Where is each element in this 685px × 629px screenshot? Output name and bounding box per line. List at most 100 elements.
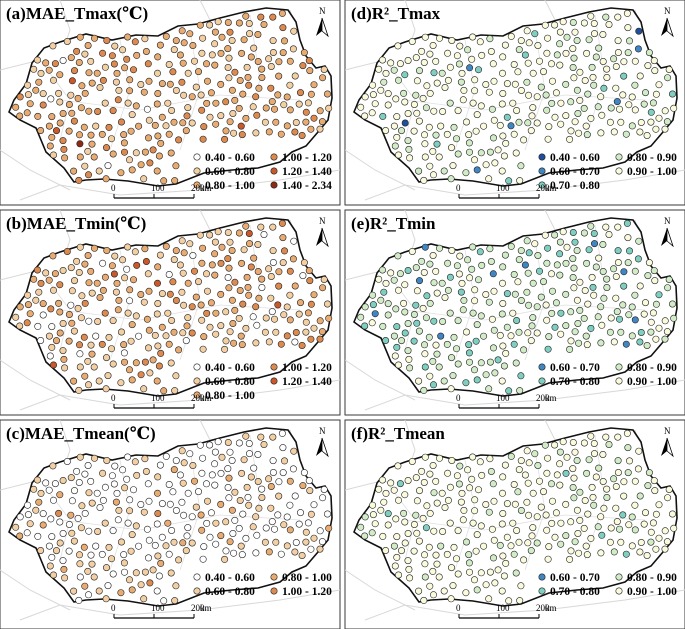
station-point	[636, 72, 644, 80]
station-point	[643, 342, 651, 350]
station-point	[158, 290, 166, 298]
station-point	[500, 572, 508, 580]
station-point	[471, 156, 479, 164]
station-point	[113, 279, 121, 287]
station-point	[73, 257, 81, 265]
station-point	[430, 317, 438, 325]
station-point	[379, 112, 387, 120]
station-point	[35, 78, 43, 86]
legend-label: 0.40 - 0.60	[205, 152, 255, 164]
station-point	[375, 275, 383, 283]
station-point	[460, 506, 468, 514]
station-point	[156, 251, 164, 259]
station-point	[75, 268, 83, 276]
station-point	[128, 166, 136, 174]
station-point	[200, 333, 208, 341]
station-point	[316, 317, 324, 325]
scale-label: 100	[496, 393, 510, 403]
station-point	[80, 333, 88, 341]
station-point	[189, 251, 197, 259]
station-point	[587, 114, 595, 122]
station-point	[45, 66, 53, 74]
station-point	[235, 19, 243, 27]
station-point	[84, 567, 92, 575]
station-point	[254, 477, 262, 485]
station-point	[237, 332, 245, 340]
station-point	[661, 125, 669, 133]
station-point	[217, 49, 225, 57]
station-point	[307, 510, 315, 518]
station-point	[619, 91, 627, 99]
station-point	[73, 467, 81, 475]
station-point	[450, 543, 458, 551]
station-point	[471, 87, 479, 95]
station-point	[441, 84, 449, 92]
station-point	[132, 522, 140, 530]
station-point	[448, 246, 456, 254]
station-point	[624, 469, 632, 477]
station-point	[180, 39, 188, 47]
station-point	[647, 538, 655, 546]
station-point	[186, 240, 194, 248]
station-point	[517, 457, 525, 465]
legend-label: 0.60 - 0.80	[205, 586, 255, 598]
station-point	[499, 510, 507, 518]
station-point	[525, 511, 533, 519]
station-point	[74, 94, 82, 102]
station-point	[167, 359, 175, 367]
station-point	[641, 509, 649, 517]
station-point	[140, 88, 148, 96]
station-point	[142, 47, 150, 55]
station-point	[457, 78, 465, 86]
station-point	[237, 542, 245, 550]
station-point	[231, 306, 239, 314]
station-point	[180, 511, 188, 519]
station-point	[151, 541, 159, 549]
station-point	[120, 139, 128, 147]
station-point	[252, 513, 260, 521]
station-point	[260, 440, 268, 448]
station-point	[600, 504, 608, 512]
station-point	[557, 99, 565, 107]
station-point	[523, 498, 531, 506]
station-point	[269, 457, 277, 465]
station-point	[126, 366, 134, 374]
station-point	[439, 108, 447, 116]
scale-label: 100	[151, 393, 165, 403]
station-point	[258, 65, 266, 73]
station-point	[291, 72, 299, 80]
station-point	[529, 104, 537, 112]
station-point	[225, 474, 233, 482]
station-point	[197, 511, 205, 519]
station-point	[164, 309, 172, 317]
station-point	[85, 527, 93, 535]
station-point	[421, 131, 429, 139]
station-point	[486, 358, 494, 366]
station-point	[59, 110, 67, 118]
legend-swatch	[615, 153, 623, 161]
station-point	[128, 376, 136, 384]
station-point	[158, 323, 166, 331]
station-point	[67, 91, 75, 99]
station-point	[61, 364, 69, 372]
station-point	[87, 131, 95, 139]
station-point	[394, 496, 402, 504]
station-point	[410, 127, 418, 135]
station-point	[154, 132, 162, 140]
station-point	[206, 113, 214, 121]
station-point	[401, 329, 409, 337]
station-point	[543, 106, 551, 114]
station-point	[127, 337, 135, 345]
station-point	[67, 264, 75, 272]
station-point	[158, 533, 166, 541]
station-point	[33, 56, 41, 64]
station-point	[457, 498, 465, 506]
station-point	[279, 259, 287, 267]
station-point	[253, 531, 261, 539]
station-point	[12, 523, 20, 531]
station-point	[286, 316, 294, 324]
station-point	[154, 473, 162, 481]
station-point	[499, 552, 507, 560]
station-point	[415, 117, 423, 125]
legend-swatch	[193, 153, 201, 161]
